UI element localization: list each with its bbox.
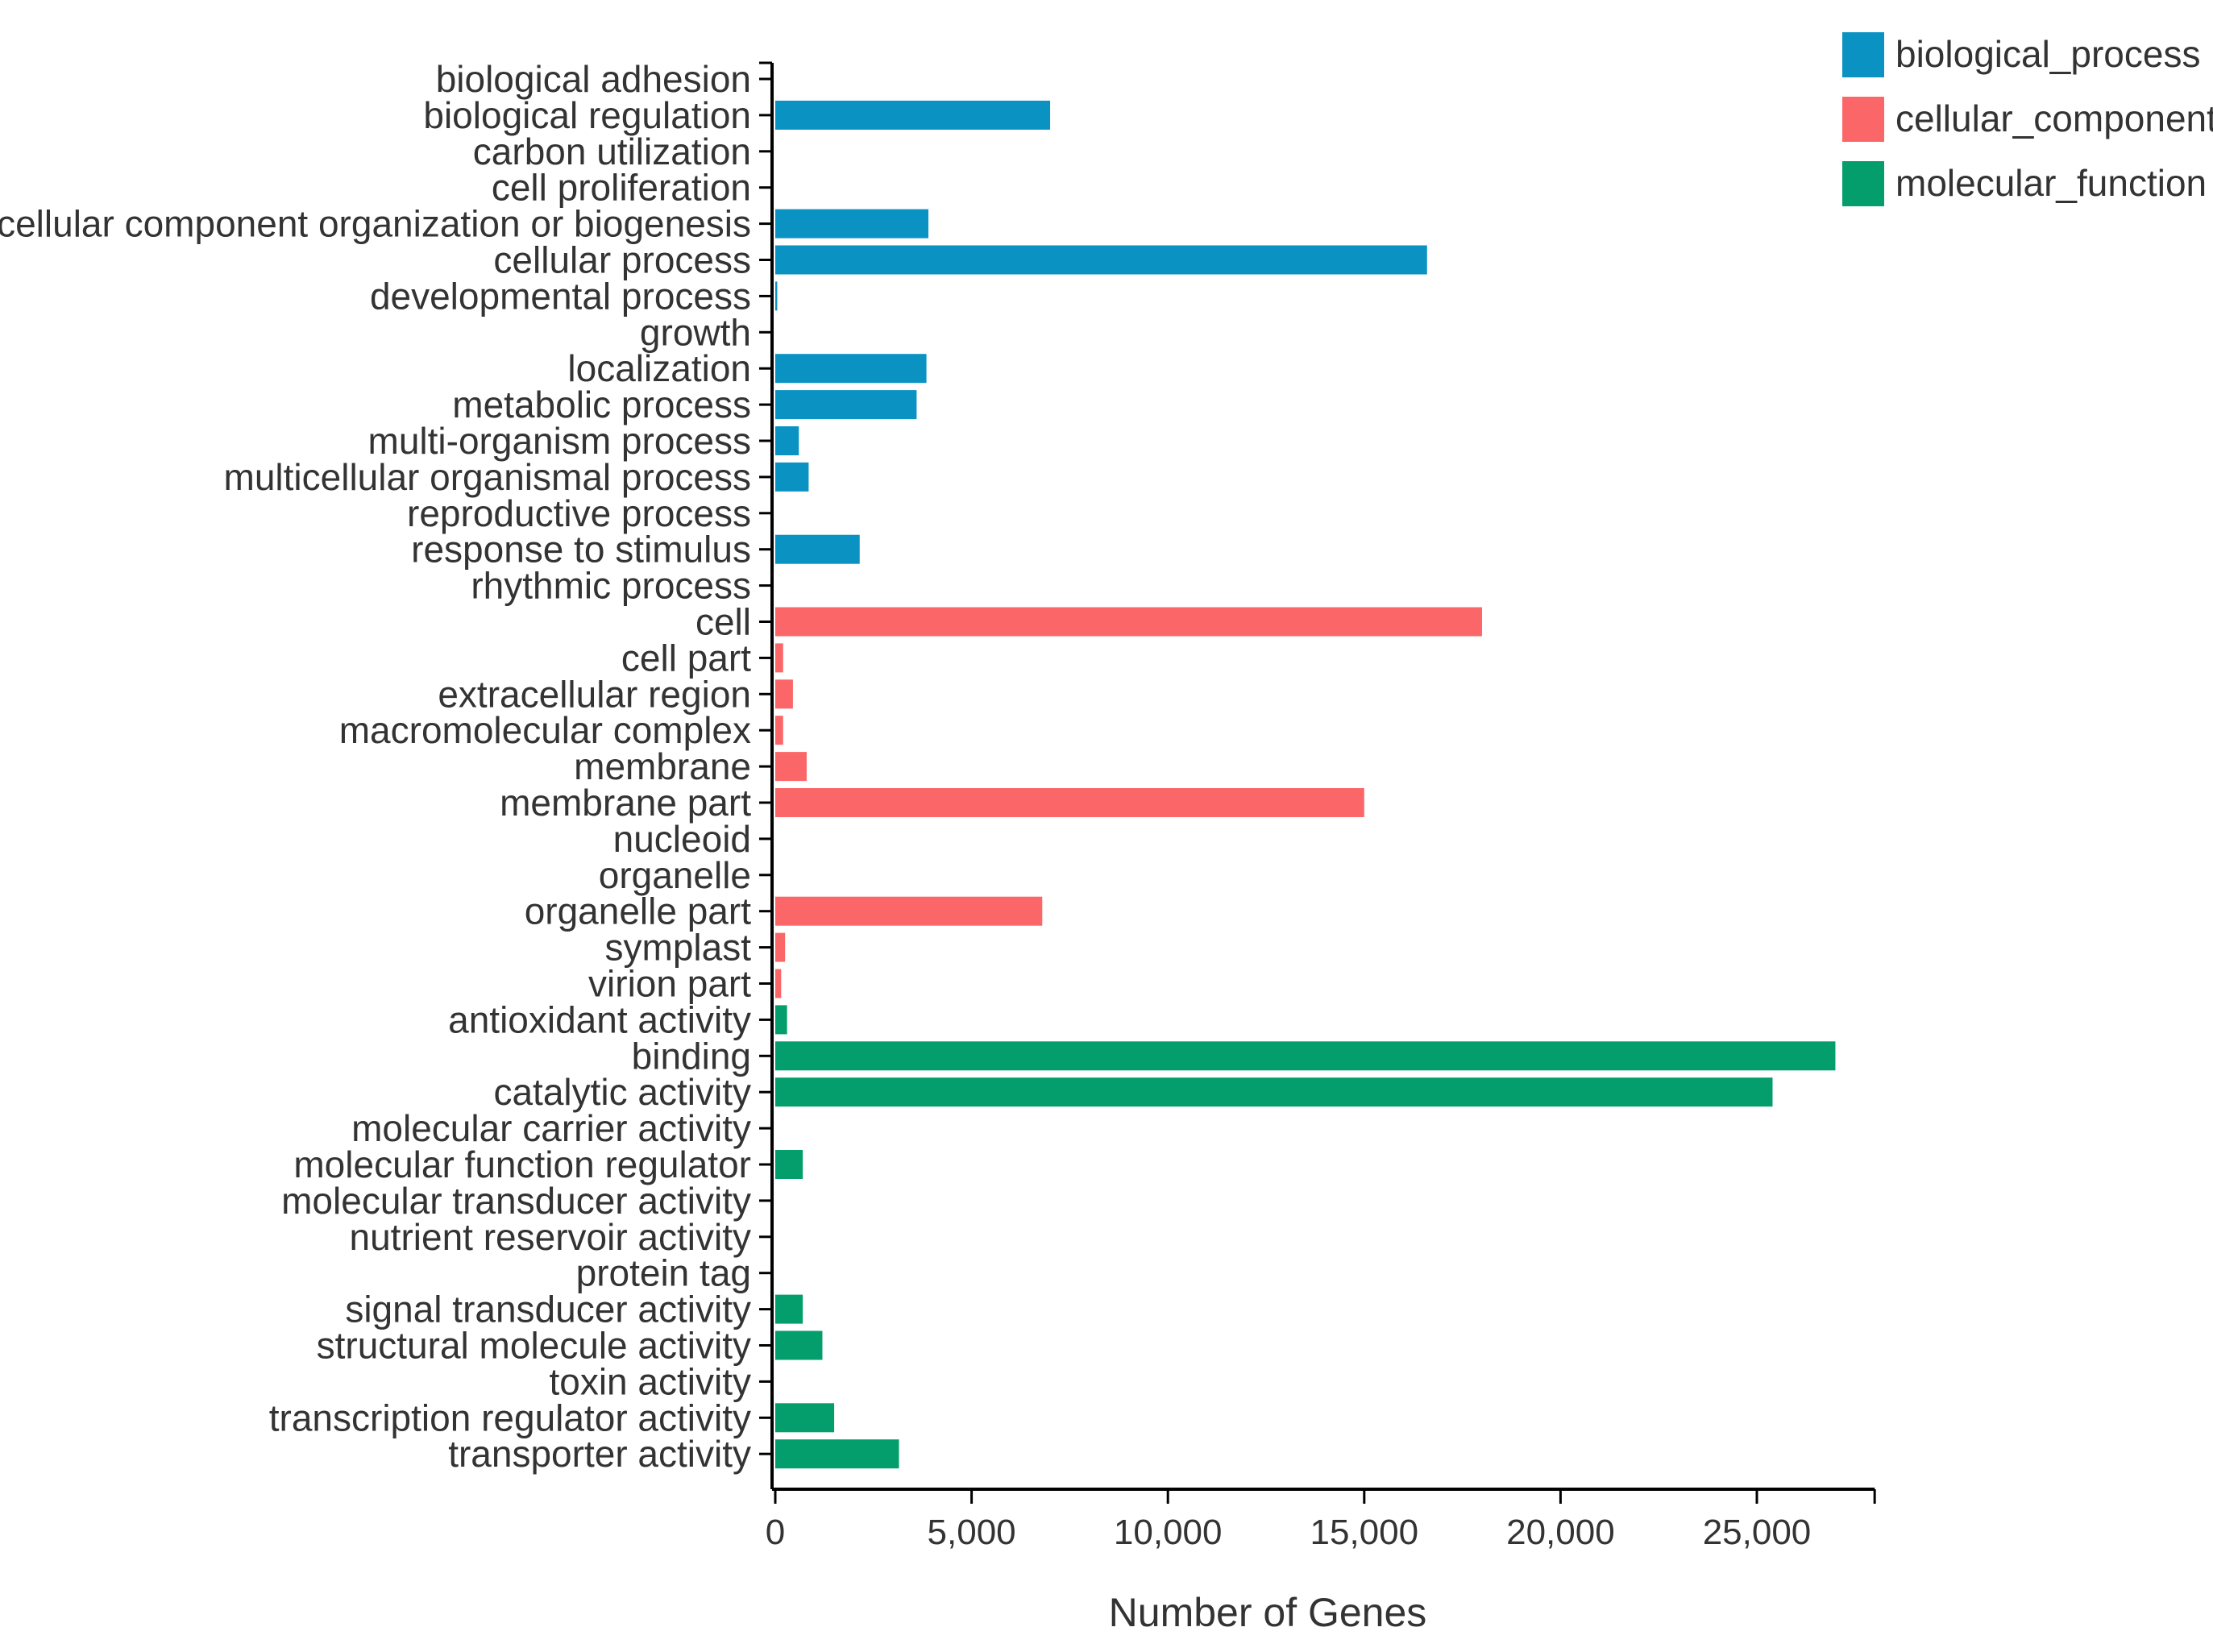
bar bbox=[775, 1150, 803, 1179]
category-label: response to stimulus bbox=[411, 529, 751, 571]
category-label: protein tag bbox=[576, 1252, 751, 1294]
bar bbox=[775, 245, 1427, 275]
category-label: multicellular organismal process bbox=[224, 456, 751, 498]
bar bbox=[775, 1439, 899, 1469]
category-label: multi-organism process bbox=[368, 420, 751, 462]
bar bbox=[775, 1403, 835, 1433]
bar bbox=[775, 896, 1043, 926]
category-label: biological regulation bbox=[423, 94, 751, 136]
bar bbox=[775, 1005, 787, 1035]
bar bbox=[775, 534, 860, 564]
category-label: nutrient reservoir activity bbox=[350, 1216, 752, 1258]
bar bbox=[775, 752, 807, 782]
category-label: symplast bbox=[605, 927, 752, 969]
category-label: antioxidant activity bbox=[448, 998, 751, 1040]
x-tick-label: 25,000 bbox=[1703, 1513, 1812, 1552]
category-label: molecular carrier activity bbox=[351, 1107, 751, 1149]
category-label: signal transducer activity bbox=[345, 1289, 751, 1330]
bar bbox=[775, 932, 786, 962]
bar bbox=[775, 462, 809, 492]
legend-swatch bbox=[1842, 97, 1884, 142]
x-tick-label: 20,000 bbox=[1506, 1513, 1615, 1552]
category-label: organelle bbox=[599, 854, 751, 896]
legend: biological_process cellular_componentmole… bbox=[1842, 32, 2213, 206]
category-label: developmental process bbox=[370, 275, 751, 317]
category-label: rhythmic process bbox=[471, 565, 751, 607]
bar bbox=[775, 643, 783, 673]
bar bbox=[775, 1077, 1773, 1107]
value-axis: 0 5,000 10,000 15,000 20,000 25,000 bbox=[766, 1488, 1876, 1552]
category-label: molecular function regulator bbox=[293, 1144, 751, 1185]
category-label: biological adhesion bbox=[436, 58, 751, 100]
legend-label: molecular_function bbox=[1895, 162, 2207, 204]
category-label: binding bbox=[632, 1035, 751, 1077]
bar bbox=[775, 1294, 803, 1324]
category-label: carbon utilization bbox=[473, 131, 751, 172]
category-label: localization bbox=[567, 347, 751, 389]
x-axis-title: Number of Genes bbox=[1109, 1590, 1427, 1635]
category-label: membrane bbox=[574, 745, 751, 787]
category-label: cellular process bbox=[493, 239, 751, 281]
bar bbox=[775, 390, 917, 420]
bar bbox=[775, 716, 783, 745]
bar bbox=[775, 426, 799, 455]
bar bbox=[775, 354, 927, 384]
legend-swatch bbox=[1842, 161, 1884, 206]
bar bbox=[775, 281, 778, 311]
bar bbox=[775, 1330, 823, 1360]
category-label: virion part bbox=[588, 963, 751, 1005]
category-label: membrane part bbox=[500, 782, 751, 824]
bar bbox=[775, 209, 929, 239]
x-tick-label: 5,000 bbox=[928, 1513, 1016, 1552]
bar bbox=[775, 969, 782, 998]
category-label: extracellular region bbox=[438, 673, 751, 715]
category-label: transcription regulator activity bbox=[269, 1397, 751, 1438]
category-label: catalytic activity bbox=[493, 1071, 751, 1113]
category-label: molecular transducer activity bbox=[281, 1180, 751, 1222]
bar bbox=[775, 1041, 1836, 1071]
bar bbox=[775, 607, 1482, 637]
category-label: cell proliferation bbox=[492, 167, 751, 209]
x-tick-label: 0 bbox=[766, 1513, 785, 1552]
category-label: cell bbox=[695, 601, 751, 643]
category-label: transporter activity bbox=[448, 1433, 751, 1475]
category-label: cell part bbox=[621, 637, 751, 679]
bar bbox=[775, 100, 1051, 130]
category-label: cellular component organization or bioge… bbox=[0, 203, 751, 245]
category-label: reproductive process bbox=[407, 492, 751, 534]
legend-swatch bbox=[1842, 32, 1884, 77]
legend-label: biological_process bbox=[1895, 33, 2200, 75]
category-label: metabolic process bbox=[452, 384, 751, 425]
category-label: nucleoid bbox=[613, 818, 751, 860]
category-label: toxin activity bbox=[549, 1360, 751, 1402]
category-label: macromolecular complex bbox=[339, 709, 751, 751]
bar bbox=[775, 679, 793, 709]
category-label: growth bbox=[640, 311, 751, 353]
x-tick-label: 10,000 bbox=[1114, 1513, 1223, 1552]
bar bbox=[775, 788, 1364, 817]
x-tick-label: 15,000 bbox=[1310, 1513, 1419, 1552]
bar-group bbox=[775, 100, 1836, 1469]
category-label: structural molecule activity bbox=[317, 1325, 751, 1367]
legend-label: cellular_component bbox=[1895, 98, 2213, 139]
category-label: organelle part bbox=[525, 890, 752, 932]
